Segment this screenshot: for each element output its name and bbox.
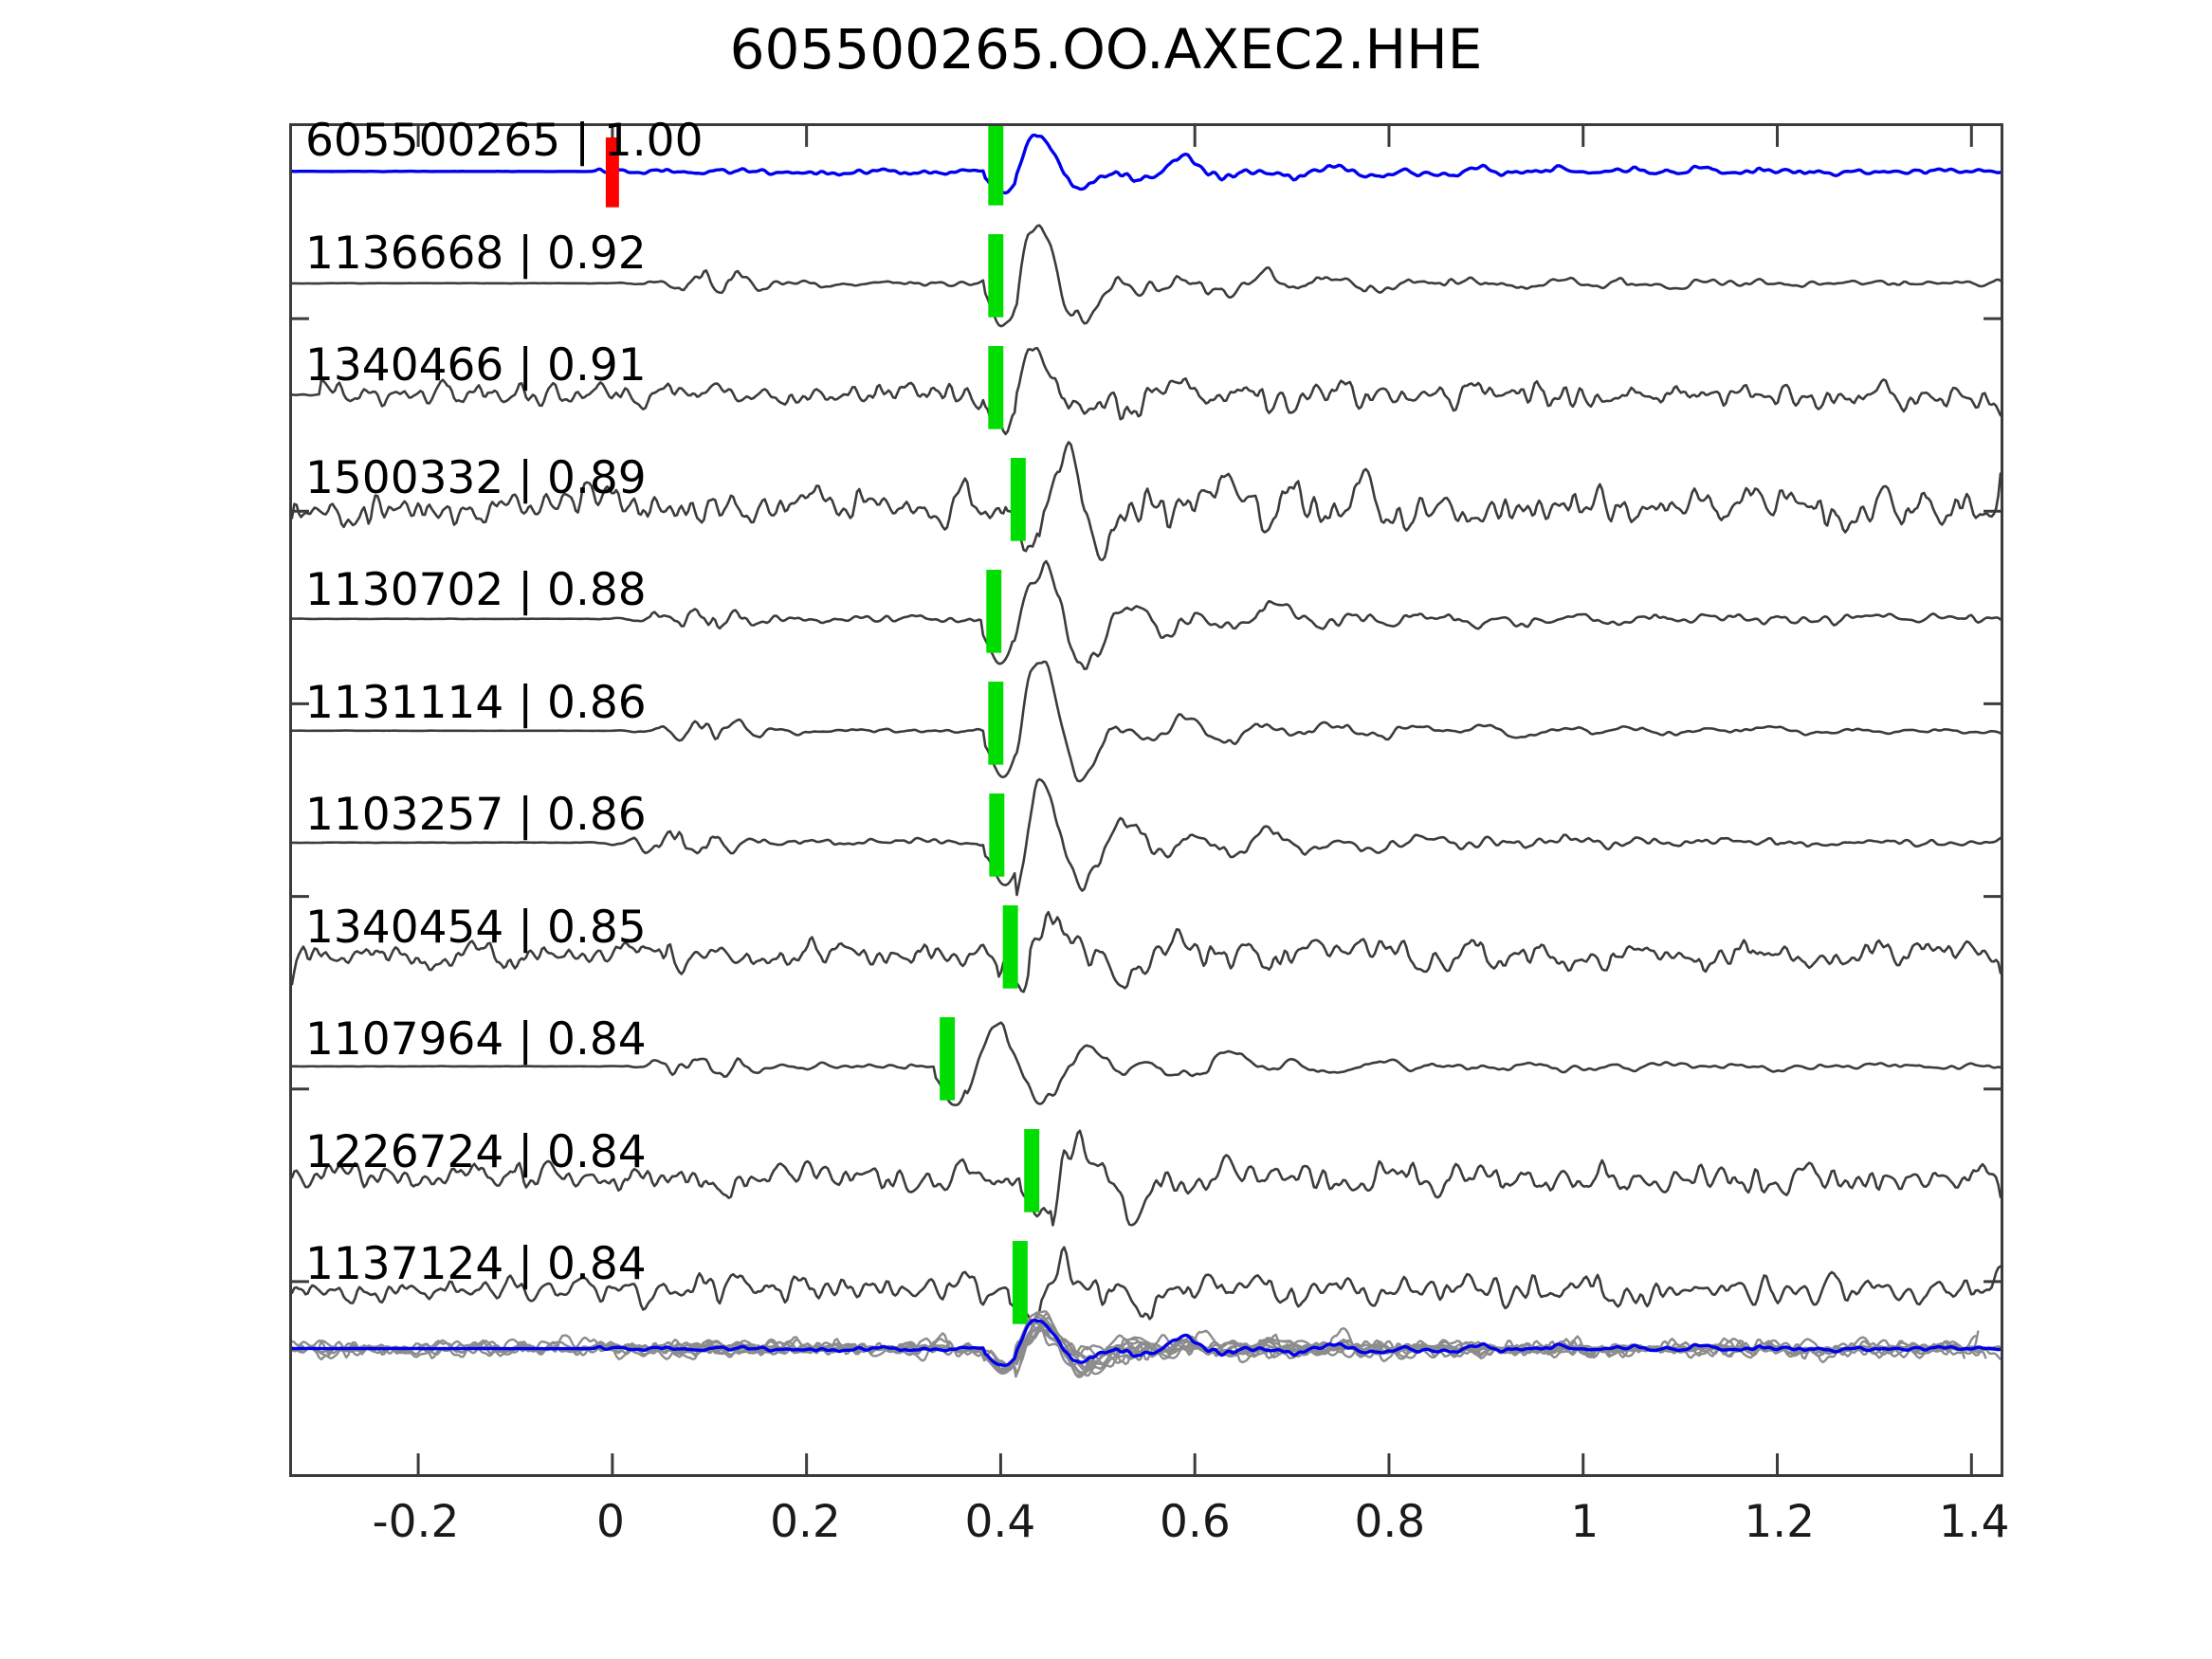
x-tick-label: 0.2 xyxy=(770,1496,841,1548)
trace-label: 1136668 | 0.92 xyxy=(305,227,647,280)
waveform-trace xyxy=(292,910,2001,994)
trace-line xyxy=(292,910,2001,994)
phase-pick-marker xyxy=(988,234,1004,318)
trace-label: 1226724 | 0.84 xyxy=(305,1125,647,1178)
waveform-trace xyxy=(292,441,2001,561)
plot-axes: 605500265 | 1.00 1136668 | 0.92 1340466 | … xyxy=(289,118,2003,1477)
overlay-stack-panel xyxy=(292,1310,2001,1378)
waveform-trace xyxy=(292,777,2001,897)
x-tick-label: 1.4 xyxy=(1938,1496,2010,1548)
stacked-reference-trace xyxy=(292,1318,2001,1367)
phase-pick-marker xyxy=(1010,458,1026,541)
x-tick-label: 0.6 xyxy=(1159,1496,1231,1548)
x-tick-label: 0.4 xyxy=(964,1496,1036,1548)
phase-pick-marker xyxy=(988,346,1004,429)
phase-pick-marker xyxy=(988,126,1004,206)
x-tick-label: 1.2 xyxy=(1744,1496,1816,1548)
phase-pick-marker xyxy=(940,1017,956,1101)
waveform-trace xyxy=(292,660,2001,783)
trace-label: 1131114 | 0.86 xyxy=(305,676,647,729)
origin-time-marker xyxy=(605,137,619,208)
phase-pick-marker xyxy=(1024,1129,1040,1212)
phase-pick-marker xyxy=(988,682,1004,765)
waveform-trace xyxy=(292,224,2001,328)
waveform-canvas xyxy=(292,126,2001,1474)
phase-pick-marker xyxy=(986,570,1002,653)
phase-pick-marker xyxy=(1002,905,1018,989)
x-tick-label: -0.2 xyxy=(372,1496,460,1548)
trace-line xyxy=(292,660,2001,783)
trace-line xyxy=(292,1021,2001,1107)
trace-label: 1130702 | 0.88 xyxy=(305,564,647,616)
trace-line xyxy=(292,777,2001,897)
waveform-trace xyxy=(292,346,2001,436)
phase-pick-marker xyxy=(1012,1241,1028,1324)
trace-label: 1137124 | 0.84 xyxy=(305,1238,647,1290)
trace-line xyxy=(292,224,2001,328)
trace-line xyxy=(292,559,2001,671)
waveform-trace xyxy=(292,1129,2001,1227)
trace-label: 1500332 | 0.89 xyxy=(305,451,647,504)
trace-line xyxy=(292,1246,2001,1324)
trace-label: 1340454 | 0.85 xyxy=(305,901,647,954)
phase-pick-marker xyxy=(989,793,1005,877)
trace-line xyxy=(292,441,2001,561)
trace-label: 1103257 | 0.86 xyxy=(305,789,647,841)
waveform-trace xyxy=(292,1021,2001,1107)
trace-line xyxy=(292,1129,2001,1227)
x-tick-label: 0 xyxy=(596,1496,625,1548)
trace-label: 1340466 | 0.91 xyxy=(305,339,647,392)
stacked-trace xyxy=(292,1324,1977,1368)
x-tick-label: 0.8 xyxy=(1354,1496,1426,1548)
waveform-trace xyxy=(292,559,2001,671)
trace-line xyxy=(292,346,2001,436)
page-title: 605500265.OO.AXEC2.HHE xyxy=(729,17,1483,82)
waveform-trace xyxy=(292,133,2001,195)
trace-label: 1107964 | 0.84 xyxy=(305,1013,647,1066)
trace-line xyxy=(292,133,2001,195)
waveform-trace xyxy=(292,1246,2001,1324)
trace-label: 605500265 | 1.00 xyxy=(305,115,704,167)
x-tick-label: 1 xyxy=(1570,1496,1600,1548)
